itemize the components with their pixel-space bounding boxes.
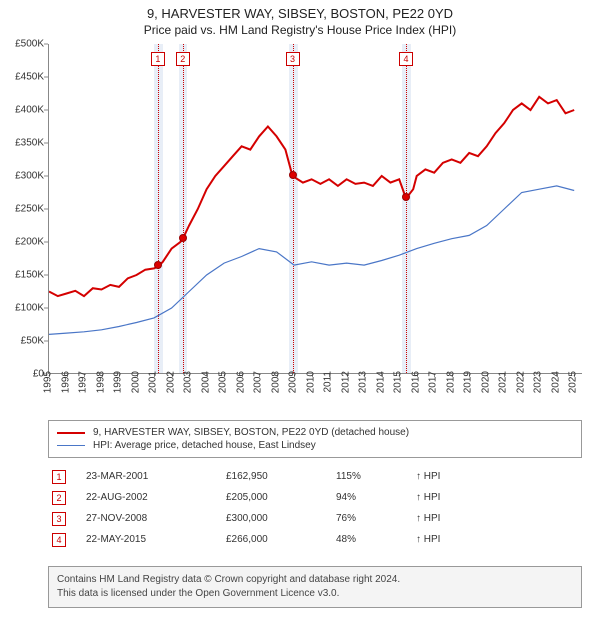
legend-box: 9, HARVESTER WAY, SIBSEY, BOSTON, PE22 0… <box>48 420 582 458</box>
x-tick-label: 2019 <box>463 371 474 393</box>
transaction-point <box>402 193 410 201</box>
chart-titles: 9, HARVESTER WAY, SIBSEY, BOSTON, PE22 0… <box>0 0 600 37</box>
x-tick-label: 2014 <box>375 371 386 393</box>
transaction-hpi-suffix: ↑ HPI <box>416 513 440 524</box>
x-tick-label: 2015 <box>393 371 404 393</box>
series-line <box>49 97 574 296</box>
y-tick-label: £200K <box>0 237 44 248</box>
transaction-row: 3 27-NOV-2008£300,00076%↑ HPI <box>52 508 572 529</box>
transaction-row: 4 22-MAY-2015£266,00048%↑ HPI <box>52 529 572 550</box>
x-tick-label: 2003 <box>183 371 194 393</box>
x-tick-label: 1995 <box>43 371 54 393</box>
transaction-marker-number: 2 <box>176 52 190 66</box>
transaction-row: 1 23-MAR-2001£162,950115%↑ HPI <box>52 466 572 487</box>
x-tick-label: 2017 <box>428 371 439 393</box>
transaction-hpi-suffix: ↑ HPI <box>416 492 440 503</box>
y-tick-label: £450K <box>0 72 44 83</box>
y-tick-label: £250K <box>0 204 44 215</box>
x-tick-label: 1997 <box>78 371 89 393</box>
x-tick-label: 2013 <box>358 371 369 393</box>
transaction-price: £266,000 <box>226 534 336 545</box>
x-tick-label: 2020 <box>480 371 491 393</box>
y-tick-label: £300K <box>0 171 44 182</box>
plot-region: 12 3 4 <box>48 44 582 374</box>
footer-licence: Contains HM Land Registry data © Crown c… <box>48 566 582 608</box>
x-tick-label: 2000 <box>130 371 141 393</box>
transaction-table: 123-MAR-2001£162,950115%↑ HPI222-AUG-200… <box>52 466 572 550</box>
x-tick-label: 2004 <box>200 371 211 393</box>
y-tick-label: £150K <box>0 270 44 281</box>
transaction-marker-number: 1 <box>151 52 165 66</box>
x-tick-label: 2001 <box>148 371 159 393</box>
x-tick-label: 2011 <box>323 371 334 393</box>
transaction-point <box>154 261 162 269</box>
transaction-number-box: 4 <box>52 533 66 547</box>
x-tick-label: 2022 <box>515 371 526 393</box>
transaction-date: 27-NOV-2008 <box>86 513 226 524</box>
transaction-number-box: 1 <box>52 470 66 484</box>
x-tick-label: 1996 <box>60 371 71 393</box>
x-tick-label: 1998 <box>95 371 106 393</box>
x-tick-label: 2007 <box>253 371 264 393</box>
transaction-hpi-suffix: ↑ HPI <box>416 471 440 482</box>
footer-line-1: Contains HM Land Registry data © Crown c… <box>57 573 573 587</box>
transaction-hpi-suffix: ↑ HPI <box>416 534 440 545</box>
title-subtitle: Price paid vs. HM Land Registry's House … <box>0 23 600 37</box>
x-tick-label: 2012 <box>340 371 351 393</box>
footer-line-2: This data is licensed under the Open Gov… <box>57 587 573 601</box>
x-tick-label: 2018 <box>445 371 456 393</box>
chart-area: 1234 £0£50K£100K£150K£200K£250K£300K£350… <box>48 44 582 374</box>
y-tick-label: £350K <box>0 138 44 149</box>
x-tick-label: 2024 <box>550 371 561 393</box>
legend-swatch <box>57 432 85 434</box>
x-tick-label: 2021 <box>498 371 509 393</box>
transaction-price: £205,000 <box>226 492 336 503</box>
transaction-percent: 48% <box>336 534 416 545</box>
legend-label: HPI: Average price, detached house, East… <box>93 440 316 451</box>
transaction-row: 2 22-AUG-2002£205,00094%↑ HPI <box>52 487 572 508</box>
x-tick-label: 2008 <box>270 371 281 393</box>
y-tick-label: £50K <box>0 336 44 347</box>
transaction-marker-number: 3 <box>286 52 300 66</box>
y-tick-label: £400K <box>0 105 44 116</box>
y-tick-label: £0 <box>0 369 44 380</box>
transaction-date: 22-AUG-2002 <box>86 492 226 503</box>
x-tick-label: 2016 <box>410 371 421 393</box>
y-tick-label: £500K <box>0 39 44 50</box>
transaction-date: 23-MAR-2001 <box>86 471 226 482</box>
transaction-price: £300,000 <box>226 513 336 524</box>
x-tick-label: 2006 <box>235 371 246 393</box>
x-tick-label: 1999 <box>113 371 124 393</box>
legend-item: HPI: Average price, detached house, East… <box>57 440 573 451</box>
transaction-percent: 115% <box>336 471 416 482</box>
transaction-percent: 94% <box>336 492 416 503</box>
transaction-percent: 76% <box>336 513 416 524</box>
y-tick-label: £100K <box>0 303 44 314</box>
line-series-svg <box>49 44 583 374</box>
legend-label: 9, HARVESTER WAY, SIBSEY, BOSTON, PE22 0… <box>93 427 409 438</box>
transaction-point <box>179 234 187 242</box>
x-tick-label: 2005 <box>218 371 229 393</box>
transaction-marker-number: 4 <box>399 52 413 66</box>
x-tick-label: 2025 <box>568 371 579 393</box>
x-tick-label: 2002 <box>165 371 176 393</box>
legend-item: 9, HARVESTER WAY, SIBSEY, BOSTON, PE22 0… <box>57 427 573 438</box>
title-address: 9, HARVESTER WAY, SIBSEY, BOSTON, PE22 0… <box>0 6 600 21</box>
transaction-number-box: 2 <box>52 491 66 505</box>
transaction-number-box: 3 <box>52 512 66 526</box>
transaction-point <box>289 171 297 179</box>
x-tick-label: 2010 <box>305 371 316 393</box>
x-tick-label: 2009 <box>288 371 299 393</box>
chart-container: 9, HARVESTER WAY, SIBSEY, BOSTON, PE22 0… <box>0 0 600 620</box>
x-tick-label: 2023 <box>533 371 544 393</box>
transaction-date: 22-MAY-2015 <box>86 534 226 545</box>
series-line <box>49 186 574 335</box>
legend-swatch <box>57 445 85 446</box>
transaction-price: £162,950 <box>226 471 336 482</box>
